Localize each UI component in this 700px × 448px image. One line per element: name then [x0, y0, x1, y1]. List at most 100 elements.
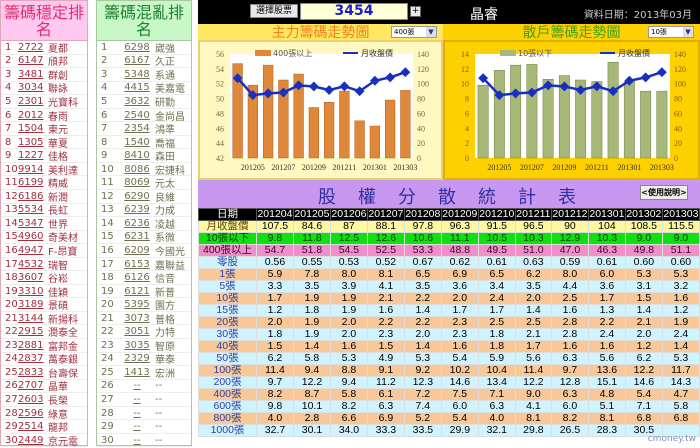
stock-code-link[interactable]: 1305	[18, 136, 44, 148]
stock-code-link[interactable]: 2514	[18, 421, 44, 433]
stock-code-link[interactable]: 6209	[124, 244, 150, 256]
stock-code-link[interactable]: 2012	[18, 109, 44, 121]
stock-code-link[interactable]: 2329	[124, 353, 150, 365]
stock-code-link[interactable]: 3310	[18, 285, 44, 297]
stock-code-link[interactable]: 6147	[18, 55, 44, 67]
main-chart-threshold-select[interactable]: 400張 ▼	[391, 26, 437, 38]
bar	[293, 73, 304, 159]
stock-code-link[interactable]: 2915	[18, 326, 44, 338]
table-cell: 7.1	[624, 400, 663, 413]
stock-code-link[interactable]: 6199	[18, 177, 44, 189]
stock-code-link[interactable]: 1227	[18, 150, 44, 162]
stock-code-link[interactable]: 3607	[18, 272, 44, 284]
svg-text:120: 120	[417, 65, 429, 74]
table-cell: 87	[329, 220, 368, 233]
rank-number: 28	[101, 407, 114, 419]
bar	[354, 120, 365, 159]
stock-code-link[interactable]: 2722	[18, 41, 44, 53]
table-cell: 90	[550, 220, 589, 233]
stock-code-link[interactable]: 2603	[18, 393, 44, 405]
table-cell: 3.2	[661, 280, 700, 293]
stock-code-link[interactable]: 6186	[18, 190, 44, 202]
stock-code-link[interactable]: 3144	[18, 312, 44, 324]
stock-code-link[interactable]: 8086	[124, 163, 150, 175]
stock-code-link[interactable]: 2707	[18, 380, 44, 392]
row-label: 月收盤價	[198, 220, 257, 233]
stock-code-link[interactable]: 3073	[124, 312, 150, 324]
table-cell: 8.0	[329, 268, 368, 281]
stock-code-link[interactable]: 3632	[124, 95, 150, 107]
stock-code-link[interactable]: --	[133, 434, 141, 446]
expand-button[interactable]: +	[410, 6, 421, 17]
date-header: 日期	[198, 208, 257, 221]
svg-text:56: 56	[216, 50, 224, 59]
stock-name: F-昂寶	[48, 246, 78, 258]
stock-code-link[interactable]: 5534	[18, 204, 44, 216]
stock-code-link[interactable]: 5347	[18, 217, 44, 229]
select-stock-button[interactable]: 選擇股票	[250, 4, 298, 18]
stock-code-link[interactable]: --	[133, 407, 141, 419]
stock-code-link[interactable]: 6290	[124, 190, 150, 202]
stock-code-link[interactable]: 6239	[124, 204, 150, 216]
stock-name: 美利達	[48, 165, 78, 177]
stock-code-link[interactable]: 6126	[124, 272, 150, 284]
stock-code-link[interactable]: --	[133, 393, 141, 405]
stock-code-link[interactable]: 2833	[18, 366, 44, 378]
stock-code-link[interactable]: 4532	[18, 258, 44, 270]
stock-code-link[interactable]: 4415	[124, 82, 150, 94]
ranking-row: 25 2833 台壽保	[1, 366, 87, 380]
stock-code-link[interactable]: 5395	[124, 299, 150, 311]
help-button[interactable]: <使用說明>	[640, 185, 688, 200]
stock-code-link[interactable]: 1504	[18, 123, 44, 135]
table-cell: 6.8	[624, 412, 663, 425]
stock-code-link[interactable]: 2540	[124, 109, 150, 121]
stock-code-link[interactable]: 1540	[124, 136, 150, 148]
stock-code-link[interactable]: 3051	[124, 326, 150, 338]
stock-code-link[interactable]: --	[133, 421, 141, 433]
table-cell: 1.7	[440, 304, 479, 317]
stock-code-link[interactable]: 8069	[124, 177, 150, 189]
stock-code-link[interactable]: 5348	[124, 68, 150, 80]
stock-code-link[interactable]: 3035	[124, 339, 150, 351]
retail-chart-threshold-select[interactable]: 10張 ▼	[648, 26, 694, 38]
bar	[656, 90, 668, 159]
svg-text:4: 4	[465, 124, 469, 133]
stock-code-link[interactable]: 2449	[18, 434, 44, 446]
stock-code-link[interactable]: 4960	[18, 231, 44, 243]
stock-code-link[interactable]: 2837	[18, 353, 44, 365]
table-cell: 0.53	[329, 256, 368, 269]
table-cell: 2.3	[440, 316, 479, 329]
stock-code-link[interactable]: 2354	[124, 123, 150, 135]
stock-code-link[interactable]: 6298	[124, 41, 150, 53]
table-cell: 2.2	[366, 316, 405, 329]
stock-code-input[interactable]: 3454	[300, 3, 408, 20]
stock-code-link[interactable]: 6167	[124, 55, 150, 67]
stock-code-link[interactable]: 3034	[18, 82, 44, 94]
stock-code-link[interactable]: 2596	[18, 407, 44, 419]
ranking-row: 5 3632 研勤	[97, 95, 191, 109]
svg-text:0: 0	[465, 154, 469, 163]
stock-code-link[interactable]: --	[133, 380, 141, 392]
table-cell: 1.6	[366, 304, 405, 317]
ranking-row: 9 8410 森田	[97, 149, 191, 163]
rank-number: 20	[5, 299, 18, 311]
table-cell: 5.6	[514, 352, 552, 365]
stock-code-link[interactable]: 2881	[18, 339, 44, 351]
stock-code-link[interactable]: 6231	[124, 231, 150, 243]
stock-code-link[interactable]: 4947	[18, 244, 44, 256]
stock-code-link[interactable]: 8410	[124, 150, 150, 162]
stock-code-link[interactable]: 2301	[18, 95, 44, 107]
stock-code-link[interactable]: 6153	[124, 258, 150, 270]
stock-code-link[interactable]: 9914	[18, 163, 44, 175]
table-cell: 91.5	[477, 220, 516, 233]
stock-code-link[interactable]: 6121	[124, 285, 150, 297]
stock-code-link[interactable]: 1413	[124, 366, 150, 378]
table-cell: 2.8	[292, 412, 331, 425]
stock-code-link[interactable]: 3189	[18, 299, 44, 311]
stock-code-link[interactable]: 6236	[124, 217, 150, 229]
stock-name: 崴強	[155, 43, 175, 55]
table-row: 15張 1.2 1.8 1.9 1.6 1.4 1.7 1.7 1.4 1.6 1.3 1.4 1.2	[198, 304, 700, 317]
table-cell: 8.2	[256, 388, 294, 401]
stock-code-link[interactable]: 3481	[18, 68, 44, 80]
